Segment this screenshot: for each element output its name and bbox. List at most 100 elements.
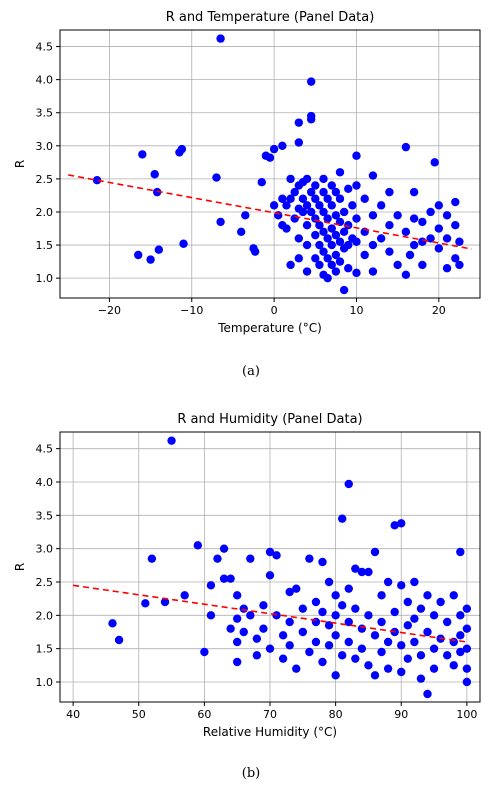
data-point xyxy=(323,273,332,283)
data-point xyxy=(306,77,316,86)
data-point xyxy=(409,214,419,223)
data-point xyxy=(405,250,415,260)
y-tick-label: 2.0 xyxy=(36,609,54,622)
data-point xyxy=(344,479,353,489)
data-point xyxy=(339,207,349,217)
data-point xyxy=(364,611,373,620)
data-point xyxy=(339,227,349,237)
data-point xyxy=(462,644,472,653)
x-tick-label: 50 xyxy=(132,708,146,721)
data-point xyxy=(298,207,308,217)
data-point xyxy=(147,554,157,563)
x-tick-label: 70 xyxy=(263,708,277,721)
data-point xyxy=(337,601,347,610)
y-tick-label: 4.0 xyxy=(36,476,54,489)
data-point xyxy=(418,260,427,270)
y-tick-label: 2.5 xyxy=(36,576,54,589)
data-point xyxy=(152,187,162,197)
data-point xyxy=(351,564,360,573)
data-point xyxy=(430,158,439,167)
data-point xyxy=(351,654,360,663)
data-point xyxy=(357,644,367,653)
data-point xyxy=(409,187,419,197)
data-point xyxy=(331,211,341,220)
data-point xyxy=(451,197,460,207)
data-point xyxy=(348,201,357,210)
data-point xyxy=(265,571,275,580)
y-tick-label: 4.0 xyxy=(36,74,54,87)
data-point xyxy=(302,174,312,184)
data-point xyxy=(442,234,452,243)
data-point xyxy=(311,181,320,190)
caption-a: (a) xyxy=(242,364,260,379)
data-point xyxy=(319,174,328,184)
data-point xyxy=(323,214,332,223)
data-point xyxy=(146,255,155,264)
y-axis-label: R xyxy=(13,160,27,168)
data-point xyxy=(311,637,321,647)
data-point xyxy=(344,184,353,194)
y-tick-label: 1.5 xyxy=(36,643,54,656)
x-tick-label: −10 xyxy=(180,304,203,317)
y-tick-label: 1.5 xyxy=(36,239,54,252)
y-tick-label: 2.5 xyxy=(36,173,54,186)
data-point xyxy=(397,641,406,650)
data-point xyxy=(368,240,378,250)
data-point xyxy=(306,207,316,217)
data-point xyxy=(212,173,221,182)
data-point xyxy=(434,201,444,210)
data-point xyxy=(331,267,341,276)
data-point xyxy=(456,631,465,640)
data-point xyxy=(337,514,347,523)
data-point xyxy=(315,221,324,230)
data-point xyxy=(236,227,246,237)
data-point xyxy=(294,138,304,147)
data-point xyxy=(92,176,102,185)
data-point xyxy=(246,554,255,563)
data-point xyxy=(429,644,439,653)
data-point xyxy=(319,207,328,217)
data-point xyxy=(403,654,413,663)
x-tick-label: 90 xyxy=(394,708,408,721)
data-point xyxy=(423,627,432,637)
data-point xyxy=(409,240,419,250)
y-tick-label: 3.0 xyxy=(36,543,54,556)
data-point xyxy=(315,260,324,270)
data-point xyxy=(286,260,295,270)
data-point xyxy=(294,118,304,127)
data-point xyxy=(335,237,345,246)
data-point xyxy=(416,674,426,683)
data-point xyxy=(265,547,275,557)
data-point xyxy=(167,436,176,445)
data-point xyxy=(344,584,353,593)
data-point xyxy=(344,264,353,273)
data-point xyxy=(179,239,188,248)
data-point xyxy=(327,181,336,190)
plot-frame xyxy=(59,29,481,299)
data-point xyxy=(344,240,353,250)
data-point xyxy=(259,624,268,633)
data-point xyxy=(138,150,147,159)
data-point xyxy=(344,221,353,230)
x-tick-label: −20 xyxy=(98,304,121,317)
chart-title: R and Temperature (Panel Data) xyxy=(166,10,375,25)
data-point xyxy=(455,260,464,270)
data-point xyxy=(418,237,427,246)
x-tick-label: 40 xyxy=(66,708,80,721)
data-point xyxy=(226,624,235,633)
y-tick-label: 4.5 xyxy=(36,41,54,54)
data-point xyxy=(462,664,472,673)
data-point xyxy=(292,584,301,593)
data-point xyxy=(352,151,361,160)
data-point xyxy=(462,677,472,687)
data-point xyxy=(302,221,312,230)
data-point xyxy=(456,611,465,620)
data-point xyxy=(416,604,426,613)
data-point xyxy=(286,174,295,184)
data-point xyxy=(285,641,294,650)
data-point xyxy=(451,221,460,230)
data-point xyxy=(302,201,312,210)
data-point xyxy=(357,567,367,577)
y-tick-label: 2.0 xyxy=(36,206,54,219)
data-point xyxy=(311,597,321,607)
